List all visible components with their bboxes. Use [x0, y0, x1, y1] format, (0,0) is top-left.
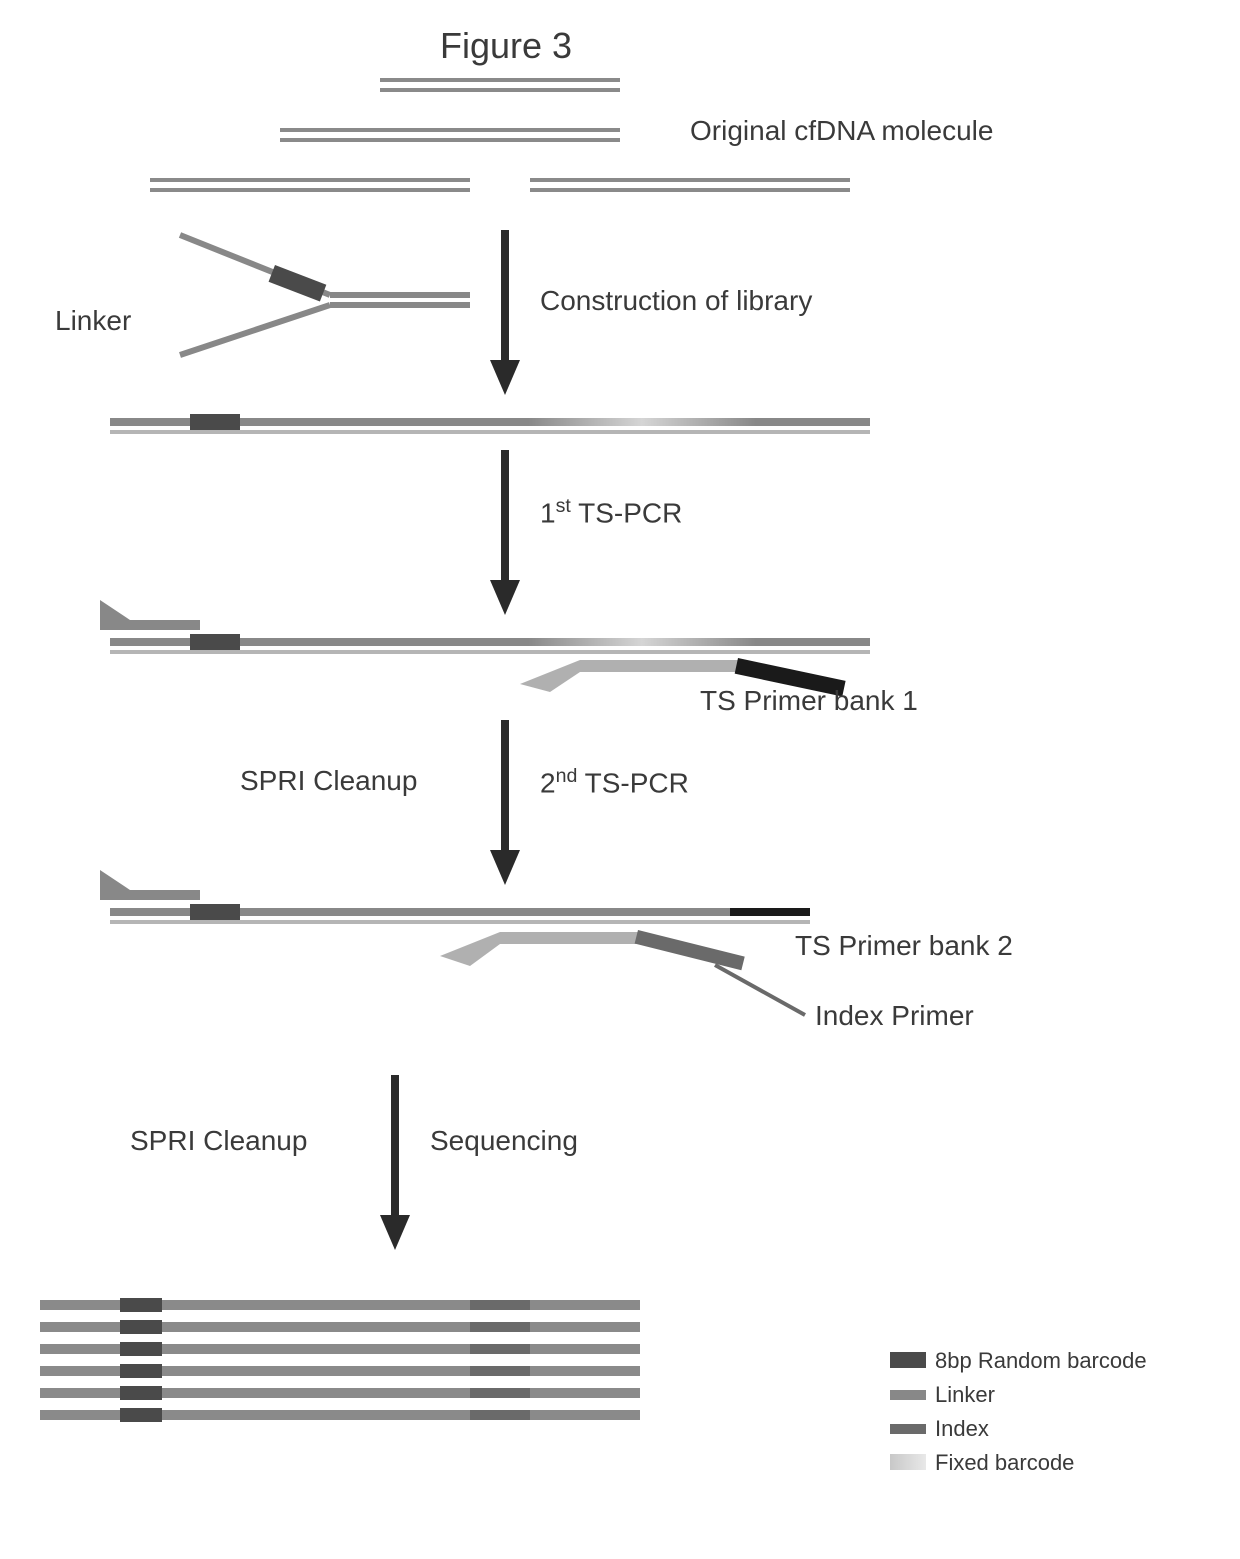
legend-fixed-swatch: [890, 1454, 926, 1470]
arrow-construction: [485, 230, 525, 400]
second-pcr-label: 2nd TS-PCR: [540, 765, 689, 799]
spri-cleanup-2-label: SPRI Cleanup: [130, 1125, 307, 1157]
original-cfdna-label: Original cfDNA molecule: [690, 115, 993, 147]
legend-linker-swatch: [890, 1390, 926, 1400]
legend-barcode-label: 8bp Random barcode: [935, 1348, 1147, 1374]
arrow-second-pcr: [485, 720, 525, 890]
linker-label: Linker: [55, 305, 131, 337]
index-primer-callout: [710, 960, 820, 1030]
first-pcr-label: 1st TS-PCR: [540, 495, 682, 529]
index-primer-label: Index Primer: [815, 1000, 974, 1032]
legend-index-label: Index: [935, 1416, 989, 1442]
spri-cleanup-1-label: SPRI Cleanup: [240, 765, 417, 797]
figure-title: Figure 3: [440, 25, 572, 67]
ts-primer-bank2-label: TS Primer bank 2: [795, 930, 1013, 962]
arrow-first-pcr: [485, 450, 525, 620]
legend-fixed-label: Fixed barcode: [935, 1450, 1074, 1476]
legend-linker-label: Linker: [935, 1382, 995, 1408]
ts-primer-bank1-label: TS Primer bank 1: [700, 685, 918, 717]
legend-barcode-swatch: [890, 1352, 926, 1368]
construction-label: Construction of library: [540, 285, 812, 317]
sequencing-label: Sequencing: [430, 1125, 578, 1157]
legend-index-swatch: [890, 1424, 926, 1434]
linker-y-adapter: [170, 225, 490, 375]
arrow-sequencing: [375, 1075, 415, 1255]
